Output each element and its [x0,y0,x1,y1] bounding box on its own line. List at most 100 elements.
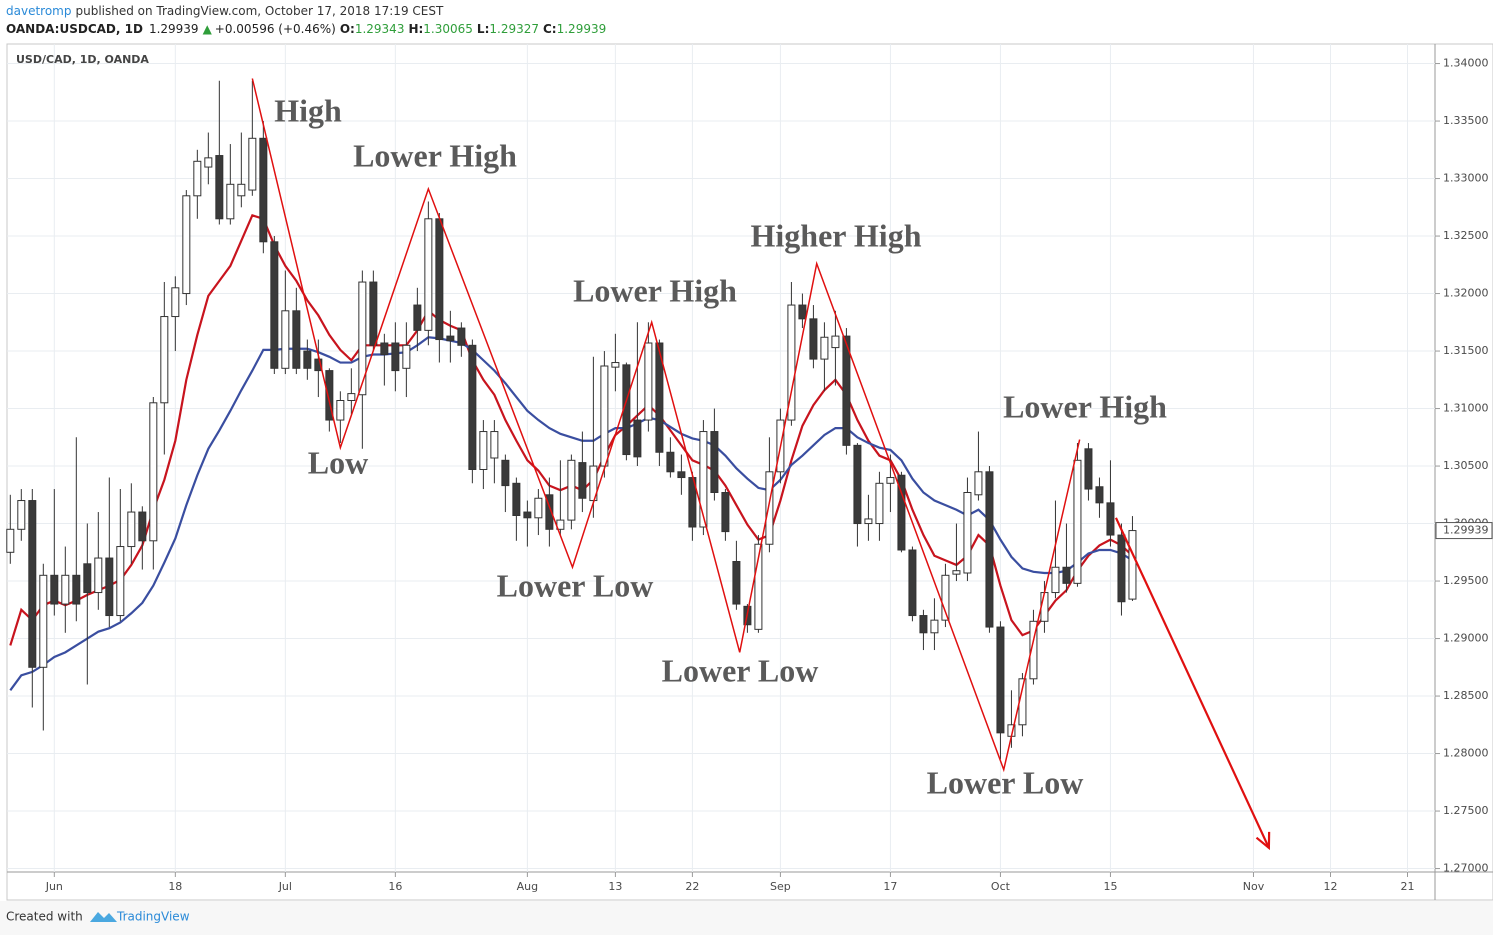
candle-body [1029,620,1038,680]
candle-body [127,511,136,548]
candle-body [479,431,488,470]
c-label: C: [543,22,557,36]
y-tick-label: 1.33500 [1443,114,1489,127]
frame [6,43,1493,901]
annotation: Lower High [1003,388,1167,424]
x-tick-label: Nov [1243,880,1265,893]
annotation: Lower High [573,272,737,308]
candle-body [171,287,180,318]
y-tick-label: 1.32000 [1443,287,1489,300]
candle-body [292,310,301,369]
footer-brand[interactable]: TradingView [116,910,190,924]
candle-body [248,137,257,191]
candle-body [578,462,587,499]
candle-body [655,342,664,453]
candle-body [1073,459,1082,584]
candle-body [226,183,235,220]
candle-body [149,402,158,542]
candle-body [94,557,103,594]
y-tick-label: 1.32500 [1443,229,1489,242]
annotation: Lower Low [927,764,1084,800]
candle-body [204,157,213,168]
candle-body [1084,448,1093,490]
candle-body [699,431,708,528]
candle-body [424,218,433,331]
candle-body [787,304,796,421]
plot [6,78,1271,851]
candle-body [534,497,543,519]
x-tick-label: Aug [517,880,538,893]
x-tick-label: 21 [1400,880,1414,893]
author[interactable]: davetromp [6,4,71,18]
candle-body [358,281,367,396]
candle-body [600,365,609,467]
candle-body [853,444,862,525]
annotation: Low [308,444,368,480]
footer-text: Created with [6,910,83,924]
x-tick-label: Sep [770,880,791,893]
x-tick-label: Jul [278,880,292,893]
candle-body [1051,566,1060,594]
candle-body [314,358,323,372]
candle-body [721,492,730,533]
footer-bg [0,901,1493,935]
x-tick-label: 22 [685,880,699,893]
candle-body [523,511,532,519]
candle-body [182,195,191,295]
candle-body [831,335,840,349]
candle-body [105,557,114,617]
candle-body [754,543,763,630]
candle-body [1062,566,1071,584]
candle-body [985,471,994,628]
candle-body [237,183,246,197]
logo-icon[interactable] [90,912,117,922]
annotation: Lower Low [662,652,819,688]
candle-body [952,570,961,575]
y-tick-label: 1.31500 [1443,344,1489,357]
candle-body [644,342,653,421]
x-tick-label: Oct [991,880,1011,893]
candle-body [567,459,576,521]
change: +0.00596 (+0.46%) [215,22,336,36]
candle-body [875,482,884,525]
y-tick-label: 1.27000 [1443,862,1489,875]
subtitle: USD/CAD, 1D, OANDA [16,53,149,66]
candle-body [633,419,642,458]
candle-body [545,494,554,530]
candle-body [490,431,499,459]
candle-body [930,619,939,634]
candle-body [1040,592,1049,622]
candle-body [160,316,169,404]
y-tick-label: 1.30500 [1443,459,1489,472]
y-tick-label: 1.34000 [1443,57,1489,70]
candle-body [303,350,312,369]
l-value: 1.29327 [489,22,539,36]
candle-body [457,327,466,346]
y-tick-label: 1.28000 [1443,747,1489,760]
candle-body [72,574,81,605]
candle-body [369,281,378,346]
l-label: L: [477,22,489,36]
candle-body [281,310,290,369]
up-icon: ▲ [203,22,213,36]
arrow [1114,517,1270,849]
candle-body [61,574,70,605]
annotation: High [274,92,342,128]
candle-body [710,431,719,493]
candle-body [325,370,334,421]
candle-body [17,500,26,530]
x-tick-label: 16 [388,880,402,893]
candle-body [413,304,422,331]
last-price-box [1435,522,1493,540]
candle-body [193,160,202,197]
candle-body [1128,530,1137,600]
y-tick-label: 1.27500 [1443,804,1489,817]
candle-body [677,471,686,479]
candle-body [336,400,345,421]
candle-body [446,335,455,342]
y-tick-label: 1.28500 [1443,689,1489,702]
candle-body [941,574,950,621]
moving-average [9,336,1134,691]
